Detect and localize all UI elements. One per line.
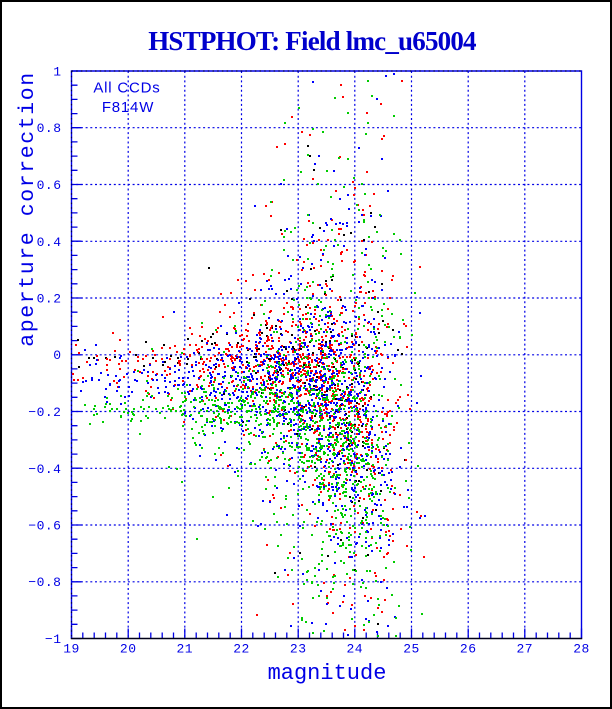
svg-text:0.2: 0.2 (37, 292, 62, 307)
svg-text:aperture correction: aperture correction (16, 71, 40, 347)
svg-text:−0.4: −0.4 (28, 462, 61, 477)
svg-text:19: 19 (63, 642, 80, 657)
svg-text:20: 20 (120, 642, 137, 657)
svg-text:−0.6: −0.6 (28, 519, 61, 534)
svg-text:−1: −1 (45, 632, 62, 647)
svg-text:0.4: 0.4 (37, 235, 62, 250)
svg-text:28: 28 (573, 642, 590, 657)
svg-text:All CCDs: All CCDs (93, 80, 160, 97)
svg-text:21: 21 (176, 642, 193, 657)
svg-text:−0.2: −0.2 (28, 405, 61, 420)
svg-text:22: 22 (233, 642, 250, 657)
svg-text:26: 26 (460, 642, 477, 657)
svg-text:−0.8: −0.8 (28, 575, 61, 590)
svg-text:0.8: 0.8 (37, 121, 62, 136)
svg-text:HSTPHOT: Field lmc_u65004: HSTPHOT: Field lmc_u65004 (148, 26, 476, 56)
svg-text:1: 1 (53, 65, 61, 80)
svg-text:0: 0 (53, 348, 61, 363)
svg-text:0.6: 0.6 (37, 178, 62, 193)
svg-text:27: 27 (516, 642, 533, 657)
svg-text:24: 24 (346, 642, 363, 657)
svg-text:25: 25 (403, 642, 420, 657)
svg-text:23: 23 (290, 642, 307, 657)
svg-text:F814W: F814W (102, 99, 154, 116)
svg-text:magnitude: magnitude (268, 661, 387, 686)
